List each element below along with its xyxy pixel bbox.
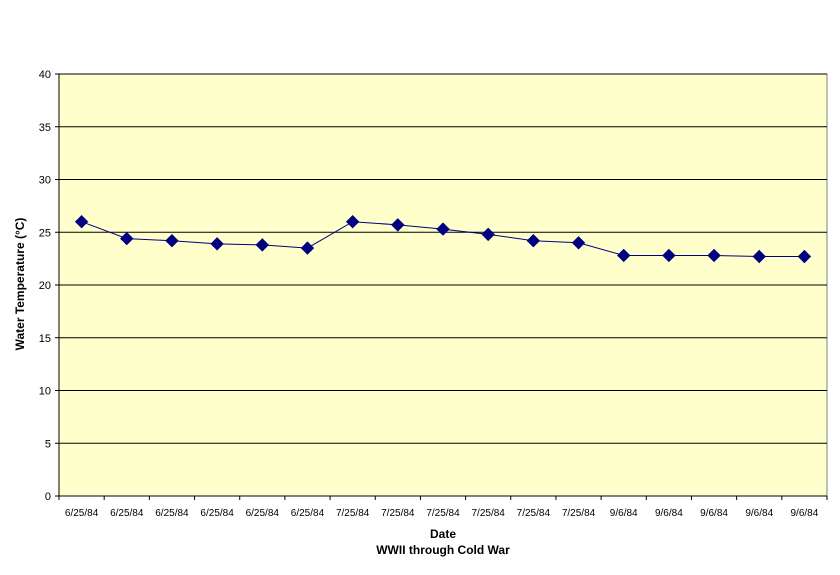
y-tick-label: 15 [39, 333, 51, 345]
axes [55, 73, 828, 500]
x-tick-label: 9/6/84 [700, 508, 728, 519]
y-tick-label: 25 [39, 227, 51, 239]
x-tick-label: 6/25/84 [65, 508, 99, 519]
y-tick-labels: 0 5 10 15 20 25 30 35 40 [39, 69, 51, 503]
x-tick-label: 6/25/84 [246, 508, 280, 519]
data-point [436, 222, 450, 236]
x-axis-subtitle: WWII through Cold War [376, 543, 510, 557]
x-tick-label: 9/6/84 [610, 508, 638, 519]
data-point [616, 248, 631, 263]
y-tick-label: 5 [45, 438, 51, 450]
data-point [120, 231, 134, 246]
y-tick-label: 0 [45, 491, 51, 503]
data-point [391, 218, 405, 232]
data-point [707, 248, 721, 263]
data-point [752, 249, 766, 264]
x-tick-label: 9/6/84 [791, 508, 819, 519]
data-point [797, 249, 812, 264]
data-point [165, 233, 179, 248]
data-point [345, 214, 360, 229]
data-point [526, 233, 541, 248]
x-axis-title: Date [430, 527, 456, 541]
y-tick-label: 35 [39, 122, 51, 134]
data-point [571, 236, 586, 250]
x-tick-label: 6/25/84 [110, 508, 144, 519]
x-tick-label: 7/25/84 [517, 508, 551, 519]
x-tick-label: 7/25/84 [562, 508, 596, 519]
x-tick-label: 7/25/84 [426, 508, 460, 519]
x-tick-labels: 6/25/84 6/25/84 6/25/84 6/25/84 6/25/84 6/25/… [65, 508, 819, 519]
y-tick-label: 20 [39, 280, 51, 292]
x-tick-label: 7/25/84 [336, 508, 370, 519]
y-tick-label: 30 [39, 175, 51, 187]
x-tick-label: 9/6/84 [745, 508, 773, 519]
x-tick-label: 7/25/84 [471, 508, 505, 519]
data-point [210, 237, 224, 251]
x-tick-label: 9/6/84 [655, 508, 683, 519]
x-tick-label: 7/25/84 [381, 508, 415, 519]
data-markers [74, 214, 812, 264]
data-point [300, 241, 315, 255]
y-tick-label: 40 [39, 69, 51, 81]
x-tick-label: 6/25/84 [155, 508, 189, 519]
data-point [74, 214, 89, 229]
data-point [481, 227, 495, 242]
x-tick-label: 6/25/84 [291, 508, 325, 519]
y-tick-label: 10 [39, 386, 51, 398]
data-point [662, 248, 676, 263]
data-point [255, 238, 270, 252]
y-axis-title: Water Temperature (°C) [13, 218, 27, 351]
x-tick-label: 6/25/84 [200, 508, 234, 519]
